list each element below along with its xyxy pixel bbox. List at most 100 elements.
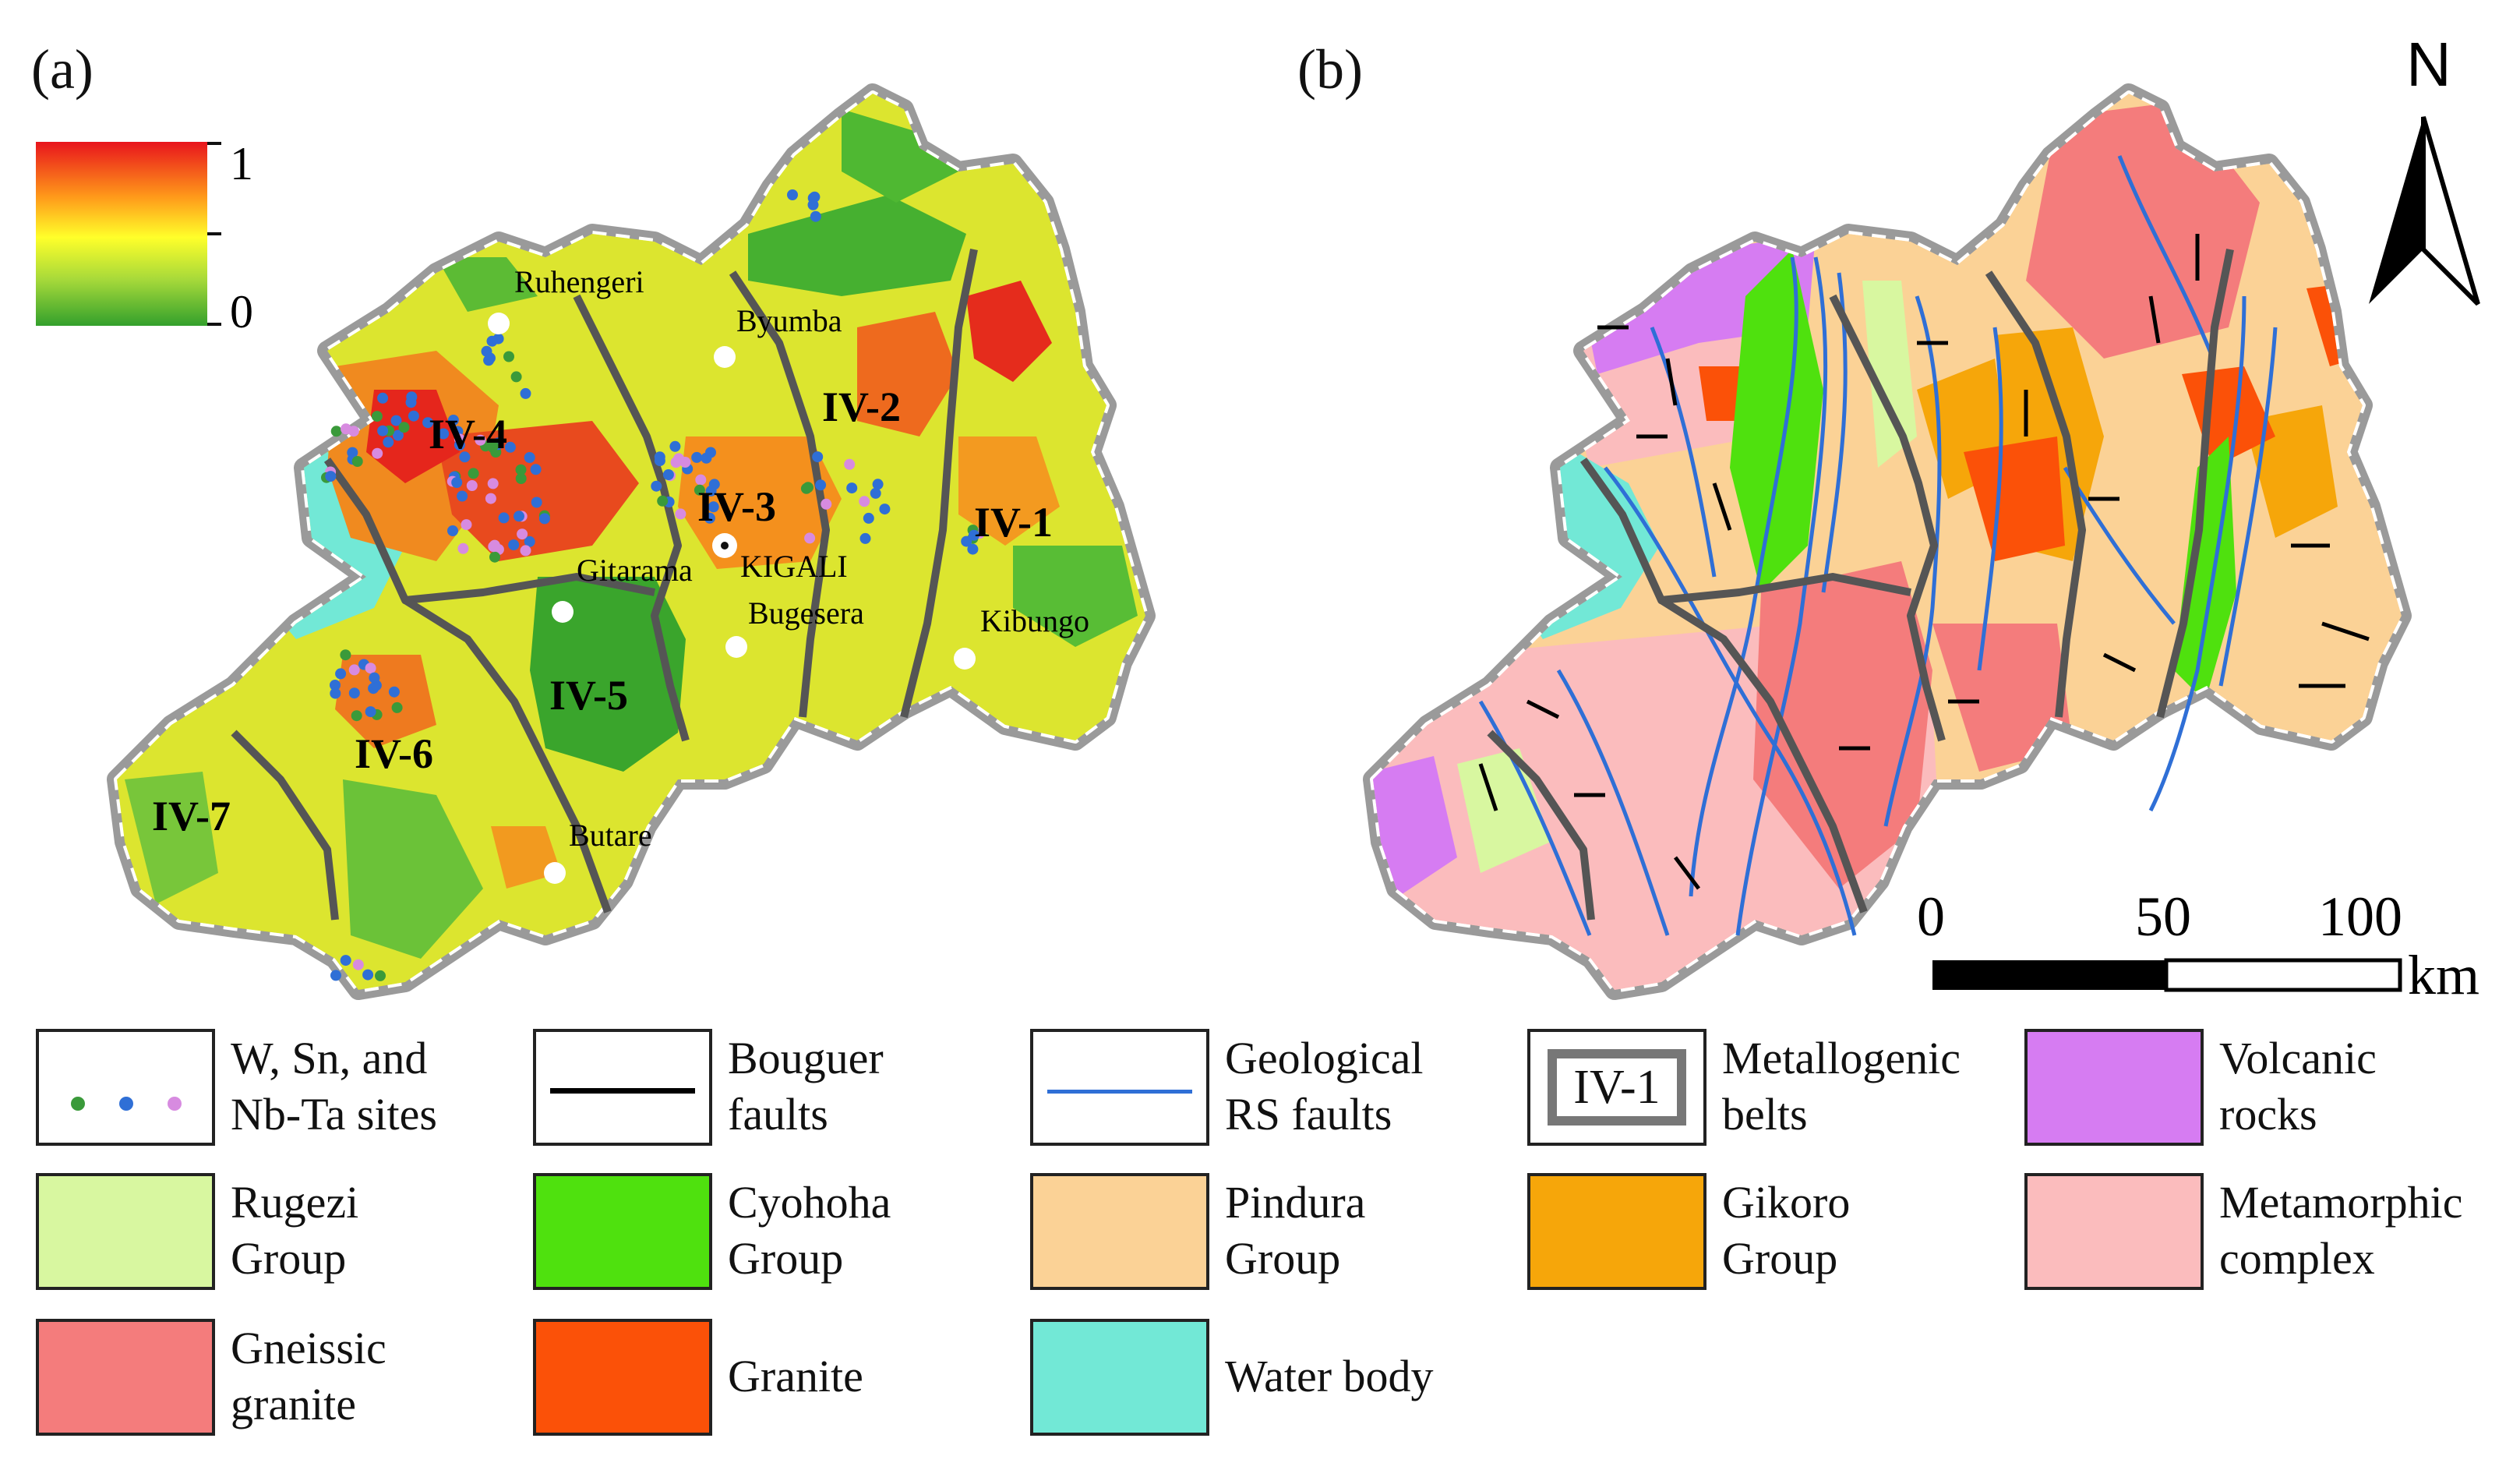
- belt-boundary-line: [1829, 294, 1946, 742]
- legend-label-rugezi-group: Rugezi Group: [231, 1177, 359, 1284]
- mineral-site-point: [515, 473, 527, 484]
- mineral-site-point: [468, 468, 479, 479]
- mineral-site-point: [651, 480, 662, 492]
- belt-boundary-line: [1985, 270, 2086, 718]
- mineral-site-point: [669, 440, 681, 452]
- mineral-site-point: [330, 426, 342, 437]
- mineral-site-point: [487, 440, 499, 452]
- mineral-site-point: [369, 672, 380, 684]
- mineral-site-point: [704, 512, 715, 524]
- mineral-site-point: [694, 484, 705, 496]
- map-a-prospectivity: Ruhengeri Byumba Gitarama KIGALI Bugeser…: [117, 78, 1169, 1013]
- legend-swatch-rs-faults: [1030, 1029, 1209, 1146]
- mineral-site-point: [348, 687, 360, 699]
- rs-fault-line: [2218, 327, 2278, 687]
- mineral-site-point: [451, 477, 463, 488]
- mineral-site-point: [807, 199, 819, 210]
- mineral-site-point: [859, 532, 871, 544]
- scale-bar-white-segment: [2164, 958, 2402, 992]
- colorbar-max-label: 1: [230, 138, 253, 189]
- mineral-site-point: [365, 706, 376, 718]
- city-marker: [714, 346, 736, 368]
- legend-label-bouguer-faults: Bouguer faults: [728, 1033, 884, 1140]
- mineral-site-point: [498, 512, 510, 524]
- mineral-site-point: [662, 469, 674, 480]
- mineral-site-point: [821, 498, 832, 510]
- north-arrow-label: N: [2406, 30, 2451, 99]
- belt-label-iv-1: IV-1: [974, 499, 1053, 546]
- mineral-site-point: [872, 479, 884, 490]
- legend-line-bouguer: [550, 1088, 695, 1094]
- legend-swatch-sites: [36, 1029, 215, 1146]
- mineral-site-point: [377, 425, 389, 436]
- mineral-site-point: [330, 687, 341, 699]
- legend-label-metallogenic-belts: Metallogenic belts: [1722, 1033, 1961, 1140]
- legend-belt-sample: IV-1: [1548, 1049, 1686, 1126]
- mineral-site-point: [517, 528, 528, 540]
- mineral-site-point: [879, 504, 891, 515]
- panel-label-a: (a): [31, 38, 94, 101]
- rs-fault-line: [2117, 155, 2215, 359]
- city-label-kibungo: Kibungo: [980, 603, 1089, 638]
- city-marker: [552, 601, 574, 623]
- city-marker-capital-dot: [721, 542, 729, 550]
- city-marker: [954, 648, 976, 670]
- city-label-ruhengeri: Ruhengeri: [514, 264, 644, 299]
- mineral-site-point: [803, 482, 814, 493]
- city-marker: [488, 313, 510, 334]
- legend-swatch-pindura-group: [1030, 1173, 1209, 1290]
- mineral-site-point: [695, 474, 707, 486]
- mineral-site-point: [466, 480, 478, 491]
- mineral-site-point: [691, 451, 703, 463]
- belt-boundary-line: [2156, 249, 2234, 719]
- belt-label-iv-2: IV-2: [822, 383, 901, 430]
- city-marker: [544, 862, 566, 884]
- legend-site-nbta-dot: [168, 1097, 182, 1111]
- belt-boundary-line: [323, 458, 655, 604]
- mineral-site-point: [967, 543, 979, 555]
- legend-swatch-rugezi-group: [36, 1173, 215, 1290]
- mineral-site-point: [705, 447, 716, 458]
- north-arrow: N: [2369, 30, 2480, 306]
- mineral-site-point: [351, 456, 363, 467]
- rs-fault-line: [1735, 256, 1828, 936]
- map-b-bouguer-faults: [1478, 234, 2370, 890]
- city-label-gitarama: Gitarama: [577, 553, 693, 588]
- mineral-site-point: [670, 457, 682, 468]
- mineral-site-point: [515, 464, 527, 475]
- legend-label-gneissic-granite: Gneissic granite: [231, 1323, 386, 1429]
- belt-boundary-line: [1579, 458, 1911, 604]
- legend: W, Sn, and Nb-Ta sites Bouguer faults Ge…: [0, 1013, 2520, 1463]
- mineral-site-point: [859, 496, 870, 507]
- belt-boundary-line: [403, 596, 612, 913]
- scale-bar: 0 50 100 km: [1917, 885, 2479, 1006]
- mineral-site-point: [392, 429, 404, 441]
- mineral-site-point: [371, 411, 383, 422]
- mineral-site-point: [398, 422, 410, 433]
- belt-boundary-line: [900, 249, 978, 719]
- north-arrow-right-half: [2421, 116, 2480, 306]
- legend-swatch-cyohoha-group: [533, 1173, 712, 1290]
- mineral-site-point: [391, 701, 403, 713]
- legend-label-gikoro-group: Gikoro Group: [1722, 1177, 1851, 1284]
- mineral-site-point: [524, 452, 535, 463]
- mineral-site-point: [810, 210, 821, 222]
- legend-label-metamorphic-complex: Metamorphic complex: [2219, 1177, 2463, 1284]
- map-b-belt-boundaries: [1487, 249, 2234, 921]
- mineral-site-point: [485, 352, 496, 364]
- legend-label-sites: W, Sn, and Nb-Ta sites: [231, 1033, 437, 1140]
- map-b-geology: [1371, 94, 2402, 1013]
- rs-fault-line: [2148, 295, 2246, 812]
- city-label-kigali: KIGALI: [740, 549, 848, 584]
- mineral-site-point: [475, 434, 486, 446]
- mineral-site-point: [375, 970, 386, 981]
- mineral-site-point: [341, 423, 351, 435]
- legend-swatch-metallogenic-belts: IV-1: [1527, 1029, 1706, 1146]
- rs-fault-line: [1478, 700, 1592, 936]
- mineral-site-point: [447, 525, 458, 536]
- mineral-site-point: [508, 539, 520, 551]
- mineral-site-point: [330, 680, 341, 691]
- mineral-site-point: [708, 501, 719, 513]
- belt-label-iv-6: IV-6: [355, 730, 433, 777]
- legend-swatch-granite: [533, 1319, 712, 1436]
